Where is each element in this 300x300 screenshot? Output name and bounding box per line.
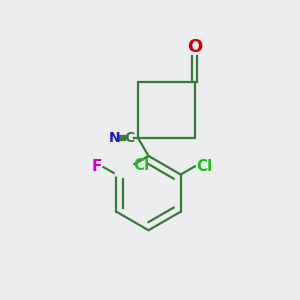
Text: Cl: Cl <box>196 159 212 174</box>
Text: F: F <box>92 159 102 174</box>
Text: Cl: Cl <box>133 158 149 172</box>
Text: C: C <box>125 131 135 145</box>
Text: O: O <box>187 38 202 56</box>
Text: N: N <box>109 131 120 145</box>
